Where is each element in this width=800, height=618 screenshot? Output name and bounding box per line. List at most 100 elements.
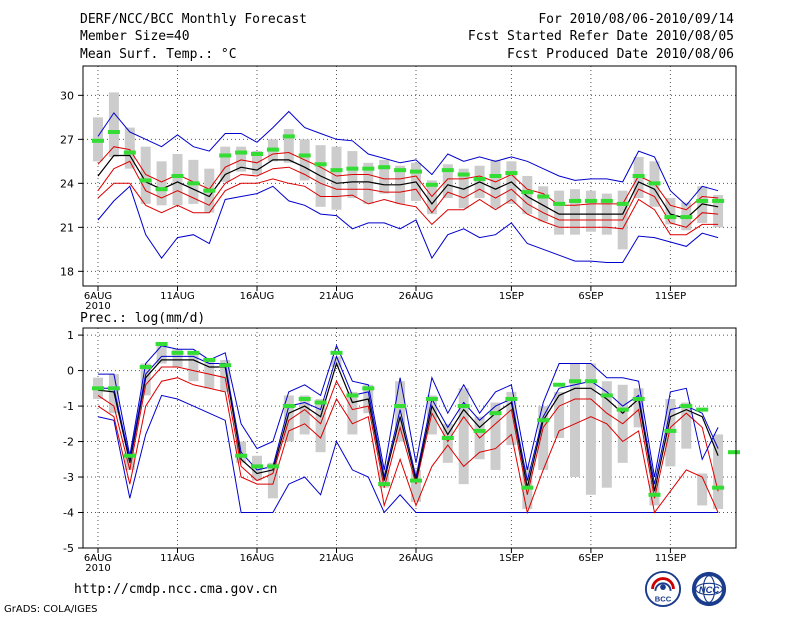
temp-ensemble-marker [680, 215, 693, 220]
temp-ensemble-marker [505, 171, 518, 176]
prec-ensemble-marker [171, 350, 184, 355]
prec-ensemble-marker [92, 386, 104, 391]
chart-title: DERF/NCC/BCC Monthly Forecast [80, 12, 307, 27]
prec-range-box [570, 363, 580, 478]
temp-xtick-label: 1SEP [499, 291, 524, 302]
temp-ensemble-marker [584, 198, 597, 203]
prec-ensemble-marker [553, 382, 566, 387]
prec-xtick-year: 2010 [85, 563, 110, 574]
prec-ensemble-marker [123, 453, 136, 458]
temp-ensemble-marker [457, 172, 470, 177]
prec-ensemble-marker [219, 363, 232, 368]
prec-ensemble-marker [632, 396, 645, 401]
temp-ensemble-marker [632, 174, 645, 178]
forecast-period-label: For 2010/08/06-2010/09/14 [538, 12, 734, 27]
temp-xtick-year: 2010 [85, 301, 110, 312]
temp-ensemble-marker [203, 188, 216, 193]
temp-range-box [570, 189, 580, 235]
temp-ensemble-marker [553, 201, 566, 206]
prec-range-box [633, 388, 644, 428]
temp-ensemble-marker [600, 198, 613, 203]
prec-ensemble-marker [569, 379, 581, 384]
prec-ensemble-marker [266, 464, 279, 469]
prec-series-q-low [97, 377, 719, 515]
temp-range-box [379, 159, 390, 194]
temp-ensemble-marker [314, 162, 327, 167]
temp-ensemble-marker [664, 215, 677, 220]
temp-range-box [442, 164, 453, 198]
temp-ensemble-marker [696, 198, 709, 203]
prec-ensemble-marker [664, 428, 677, 433]
prec-range-box [347, 391, 358, 435]
prec-xtick-label: 6AUG [84, 553, 112, 564]
prec-ensemble-marker [505, 396, 518, 401]
prec-panel-frame [82, 327, 737, 549]
temp-panel-frame [82, 65, 737, 287]
temp-ensemble-marker [616, 201, 629, 206]
temp-range-box [522, 176, 533, 215]
prec-series-q-mid [97, 366, 719, 499]
temp-ensemble-marker [171, 174, 184, 178]
temp-ensemble-marker [155, 187, 168, 192]
prec-series-q-high [98, 354, 719, 485]
temp-ensemble-marker [266, 147, 279, 152]
temp-range-box [458, 168, 469, 209]
temp-ensemble-marker [235, 150, 248, 155]
prec-ensemble-marker [489, 411, 502, 416]
prec-ytick-label: -4 [63, 507, 74, 520]
prec-ensemble-marker [298, 396, 311, 401]
prec-series-median [97, 359, 719, 492]
prec-range-box [490, 402, 501, 470]
temp-ensemble-marker [394, 168, 407, 173]
temp-series-q-mid-high [97, 146, 719, 211]
prec-ensemble-marker [441, 436, 454, 440]
temp-range-box [236, 146, 247, 172]
temp-range-box [554, 190, 565, 235]
temp-ensemble-marker [92, 138, 104, 143]
temp-xtick-label: 6AUG [84, 291, 112, 302]
prec-xtick-label: 16AUG [240, 553, 275, 564]
prec-ensemble-marker [330, 350, 343, 355]
prec-ensemble-marker [314, 400, 327, 405]
prec-xtick-label: 1SEP [499, 553, 524, 564]
prec-range-box [331, 356, 342, 368]
temp-ensemble-marker [362, 166, 375, 171]
temp-range-box [538, 186, 549, 222]
temp-ensemble-marker [537, 194, 550, 199]
temp-xtick-label: 16AUG [240, 291, 275, 302]
forecast-produced-label: Fcst Produced Date 2010/08/06 [507, 47, 734, 62]
temp-range-box [283, 129, 294, 163]
prec-panel-title: Prec.: log(mm/d) [80, 311, 205, 326]
temp-ensemble-marker [187, 181, 200, 186]
temp-series-q-high [97, 110, 719, 207]
prec-ensemble-marker [680, 404, 693, 409]
prec-range-box [156, 345, 167, 364]
prec-ensemble-marker [378, 482, 391, 487]
ncc-logo-text: NCC [699, 585, 720, 596]
temp-ytick-label: 21 [60, 221, 74, 234]
bcc-logo-icon: BCC [644, 570, 682, 608]
source-url: http://cmdp.ncc.cma.gov.cn [74, 582, 278, 597]
prec-ensemble-marker [282, 404, 295, 409]
bcc-logo-text: BCC [655, 594, 672, 603]
prec-ensemble-marker [648, 492, 661, 497]
prec-ensemble-marker [155, 341, 168, 346]
prec-range-box [697, 473, 708, 506]
member-size-label: Member Size=40 [80, 29, 190, 44]
temp-ensemble-marker [123, 150, 136, 155]
temp-ytick-label: 30 [60, 89, 74, 102]
temp-range-box [331, 146, 342, 210]
prec-xtick-label: 6SEP [578, 553, 603, 564]
temp-xtick-label: 11SEP [655, 291, 686, 302]
temp-ytick-label: 27 [60, 133, 74, 146]
prec-range-box [220, 359, 231, 392]
temp-range-box [220, 146, 231, 182]
temp-series-q-low [97, 178, 719, 236]
prec-ensemble-marker [235, 453, 248, 458]
temp-range-box [172, 154, 183, 206]
prec-ytick-label: 0 [67, 365, 74, 378]
temp-ensemble-marker [489, 174, 502, 178]
prec-range-box [411, 469, 421, 502]
prec-ensemble-marker [362, 386, 375, 391]
